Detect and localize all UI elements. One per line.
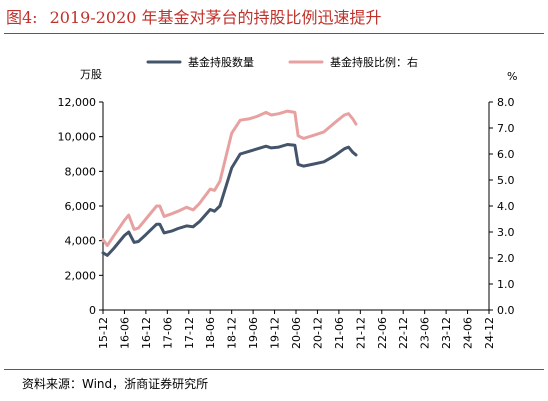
right-axis-tick-label: 4.0 <box>497 200 515 213</box>
source-divider <box>4 369 544 370</box>
right-axis-tick-label: 6.0 <box>497 148 515 161</box>
x-axis-tick-label: 21-12 <box>354 317 367 349</box>
right-axis-tick-label: 8.0 <box>497 96 515 109</box>
left-axis-unit: 万股 <box>80 68 102 81</box>
x-axis-tick-label: 22-06 <box>376 317 389 349</box>
figure-title-text: 2019-2020 年基金对茅台的持股比例迅速提升 <box>49 8 382 27</box>
x-axis-tick-label: 15-12 <box>97 317 110 349</box>
x-axis-tick-label: 20-12 <box>311 317 324 349</box>
x-axis-tick-label: 18-06 <box>204 317 217 349</box>
x-axis-tick-label: 24-06 <box>462 317 475 349</box>
figure-number: 图4: <box>6 8 38 27</box>
title-divider <box>4 33 544 34</box>
right-axis-tick-label: 3.0 <box>497 226 515 239</box>
right-axis-unit: % <box>507 70 517 83</box>
right-axis-tick-label: 5.0 <box>497 174 515 187</box>
series-line-1 <box>101 143 358 257</box>
x-axis-tick-label: 19-06 <box>247 317 260 349</box>
right-axis-tick-label: 0.0 <box>497 304 515 317</box>
left-axis-tick-label: 6,000 <box>65 200 97 213</box>
x-axis-tick-label: 17-06 <box>161 317 174 349</box>
series-line-2 <box>101 109 358 247</box>
x-axis-tick-label: 23-06 <box>419 317 432 349</box>
x-axis-tick-label: 16-06 <box>118 317 131 349</box>
x-axis-tick-label: 23-12 <box>440 317 453 349</box>
left-axis-tick-label: 4,000 <box>65 235 97 248</box>
right-axis-tick-label: 1.0 <box>497 278 515 291</box>
x-axis-tick-label: 18-12 <box>226 317 239 349</box>
x-axis-tick-label: 24-12 <box>483 317 496 349</box>
left-axis-tick-label: 0 <box>89 304 96 317</box>
x-axis-tick-label: 20-06 <box>290 317 303 349</box>
source-note: 资料来源：Wind，浙商证券研究所 <box>22 377 209 391</box>
left-axis-tick-label: 10,000 <box>58 131 97 144</box>
x-axis-tick-label: 22-12 <box>397 317 410 349</box>
x-axis-tick-label: 19-12 <box>269 317 282 349</box>
figure-title: 图4: 2019-2020 年基金对茅台的持股比例迅速提升 <box>6 5 542 31</box>
right-axis-tick-label: 7.0 <box>497 122 515 135</box>
x-axis-tick-label: 16-12 <box>140 317 153 349</box>
left-axis-tick-label: 8,000 <box>65 165 97 178</box>
left-axis-tick-label: 12,000 <box>58 96 97 109</box>
x-axis-tick-label: 17-12 <box>183 317 196 349</box>
x-axis-tick-label: 21-06 <box>333 317 346 349</box>
fund-holdings-line-chart: 0 2,000 4,000 6,000 8,000 10,000 12,000 0.0 1.0 2… <box>58 55 518 349</box>
legend-label-1: 基金持股数量 <box>188 55 254 69</box>
left-axis-tick-label: 2,000 <box>65 269 97 282</box>
legend-label-2: 基金持股比例：右 <box>330 55 418 69</box>
right-axis-tick-label: 2.0 <box>497 252 515 265</box>
